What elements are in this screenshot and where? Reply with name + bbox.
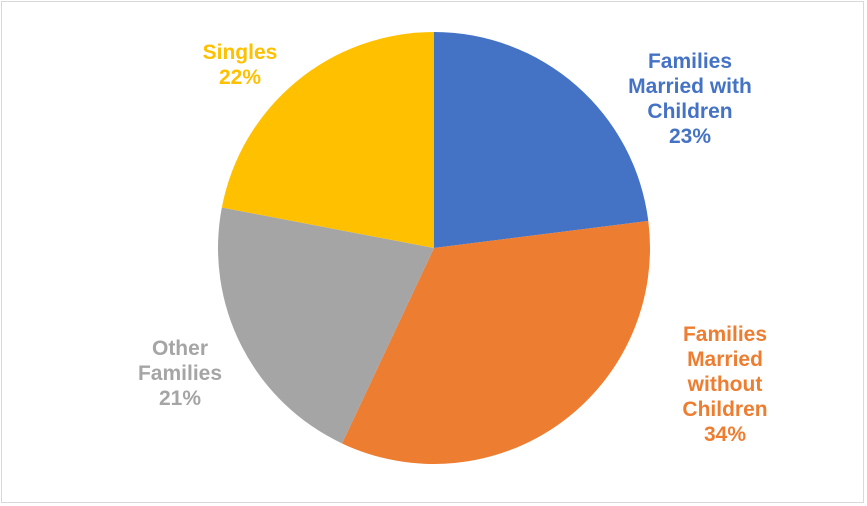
slice-percent: 21% bbox=[158, 387, 202, 410]
slice-label-line: Families bbox=[682, 323, 768, 346]
slice-label-families-married-without-children: Families Married without Children 34% bbox=[655, 322, 795, 447]
slice-label-line: Singles bbox=[202, 41, 278, 64]
slice-label-line: Children bbox=[682, 398, 768, 421]
pie-slice bbox=[218, 207, 434, 444]
slice-label-line: Families bbox=[137, 362, 223, 385]
slice-label-line: without bbox=[687, 373, 763, 396]
pie-slice bbox=[221, 32, 434, 248]
slice-label-line: Families bbox=[647, 50, 733, 73]
slice-percent: 23% bbox=[668, 125, 712, 148]
pie-slice bbox=[434, 32, 649, 248]
slice-percent: 22% bbox=[218, 66, 262, 89]
slice-label-line: Other bbox=[151, 337, 208, 360]
slice-percent: 34% bbox=[703, 423, 747, 446]
slice-label-singles: Singles 22% bbox=[190, 40, 290, 90]
slice-label-families-married-with-children: Families Married with Children 23% bbox=[600, 49, 780, 149]
slice-label-line: Married with bbox=[628, 75, 752, 98]
slice-label-line: Children bbox=[647, 100, 733, 123]
slice-label-line: Married bbox=[687, 348, 763, 371]
slice-label-other-families: Other Families 21% bbox=[120, 336, 240, 411]
pie-slice bbox=[342, 220, 651, 464]
